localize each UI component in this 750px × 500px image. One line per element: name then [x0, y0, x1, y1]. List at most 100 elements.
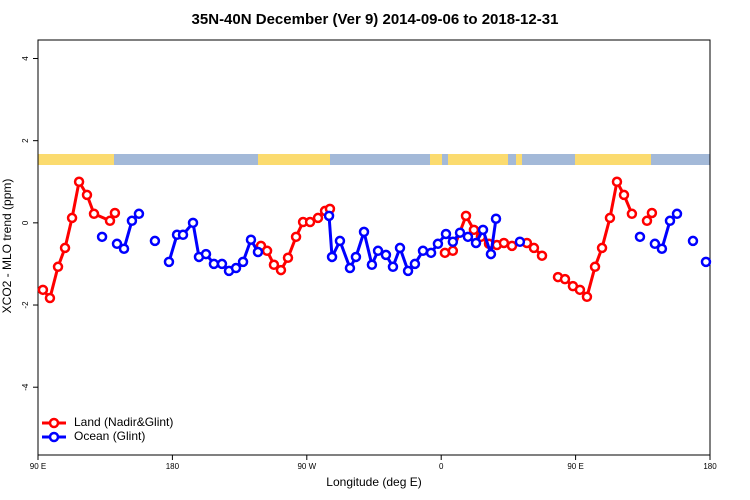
data-point [177, 229, 189, 241]
x-tick-label: 90 E [567, 462, 583, 471]
y-tick-label: 4 [21, 56, 30, 61]
data-point [44, 292, 56, 304]
x-tick-label: 180 [166, 462, 180, 471]
data-point [323, 210, 335, 222]
legend-marker [48, 431, 60, 443]
data-point [581, 291, 593, 303]
ocean-strip [38, 154, 710, 165]
data-point [261, 245, 273, 257]
data-point [88, 208, 100, 220]
data-point [37, 284, 49, 296]
land-strip [448, 154, 508, 165]
data-point [468, 224, 480, 236]
data-point [460, 210, 472, 222]
data-point [417, 245, 429, 257]
chart-title: 35N-40N December (Ver 9) 2014-09-06 to 2… [192, 11, 559, 28]
legend-marker [48, 417, 60, 429]
data-point [268, 259, 280, 271]
data-point [498, 237, 510, 249]
land-strip [38, 154, 114, 165]
data-point [163, 256, 175, 268]
y-tick-label: -4 [21, 383, 30, 391]
data-point [440, 228, 452, 240]
data-point [618, 189, 630, 201]
data-point [447, 245, 459, 257]
data-point [646, 207, 658, 219]
x-axis-label: Longitude (deg E) [326, 475, 421, 489]
data-point [290, 231, 302, 243]
data-point [514, 236, 526, 247]
data-point [687, 235, 699, 247]
data-point [187, 217, 199, 229]
data-point [506, 240, 518, 252]
data-point [454, 227, 466, 238]
x-tick-label: 90 E [30, 462, 46, 471]
data-point [409, 258, 421, 270]
y-tick-label: 2 [21, 138, 30, 143]
plot-frame [37, 39, 711, 456]
data-point [216, 258, 228, 270]
data-point [52, 261, 64, 273]
land-strip [516, 154, 522, 165]
data-point [372, 245, 384, 257]
data-point [664, 215, 676, 227]
land-strip [258, 154, 330, 165]
data-point [350, 251, 362, 263]
data-point [237, 256, 249, 268]
data-point [425, 247, 437, 259]
data-point [536, 250, 548, 261]
data-point [402, 265, 414, 277]
legend-label: Land (Nadir&Glint) [74, 415, 173, 429]
data-point [462, 231, 474, 243]
data-point [59, 242, 71, 254]
data-point [275, 264, 287, 276]
data-point [126, 215, 138, 227]
data-point [326, 251, 338, 263]
data-point [656, 243, 668, 254]
data-point [334, 235, 346, 247]
y-tick-label: -2 [21, 301, 30, 309]
data-point [649, 238, 661, 250]
data-point [447, 236, 459, 247]
data-point [230, 262, 242, 274]
data-point [470, 237, 482, 249]
data-point [604, 212, 616, 224]
data-point [96, 231, 108, 243]
data-point [358, 226, 370, 238]
data-point [611, 176, 623, 188]
data-point [109, 207, 121, 219]
x-tick-label: 90 W [297, 462, 316, 471]
data-point [104, 215, 116, 227]
data-point [312, 212, 324, 224]
data-point [208, 258, 220, 270]
land-strip [430, 154, 442, 165]
legend: Land (Nadir&Glint)Ocean (Glint) [42, 415, 173, 443]
data-point [245, 234, 257, 245]
data-point [118, 243, 130, 254]
x-tick-label: 180 [703, 462, 717, 471]
data-point [634, 231, 646, 243]
data-point [574, 284, 586, 296]
data-point [133, 208, 145, 220]
data-point [252, 246, 264, 258]
data-point [304, 216, 316, 228]
data-point [432, 238, 444, 250]
data-point [485, 248, 497, 260]
data-point [366, 259, 378, 271]
data-point [73, 176, 85, 188]
data-point [490, 213, 502, 224]
data-point [626, 208, 638, 220]
data-point [641, 215, 653, 227]
data-point [671, 208, 683, 220]
data-point [81, 189, 93, 201]
data-point [477, 224, 489, 236]
y-axis-label: XCO2 - MLO trend (ppm) [0, 179, 14, 314]
data-point [380, 249, 392, 261]
data-point [200, 248, 212, 260]
data-point [282, 252, 294, 264]
data-point [700, 256, 712, 268]
land-ocean-strip [38, 154, 710, 165]
data-point [344, 262, 356, 274]
land-strip [575, 154, 651, 165]
data-point [596, 242, 608, 254]
